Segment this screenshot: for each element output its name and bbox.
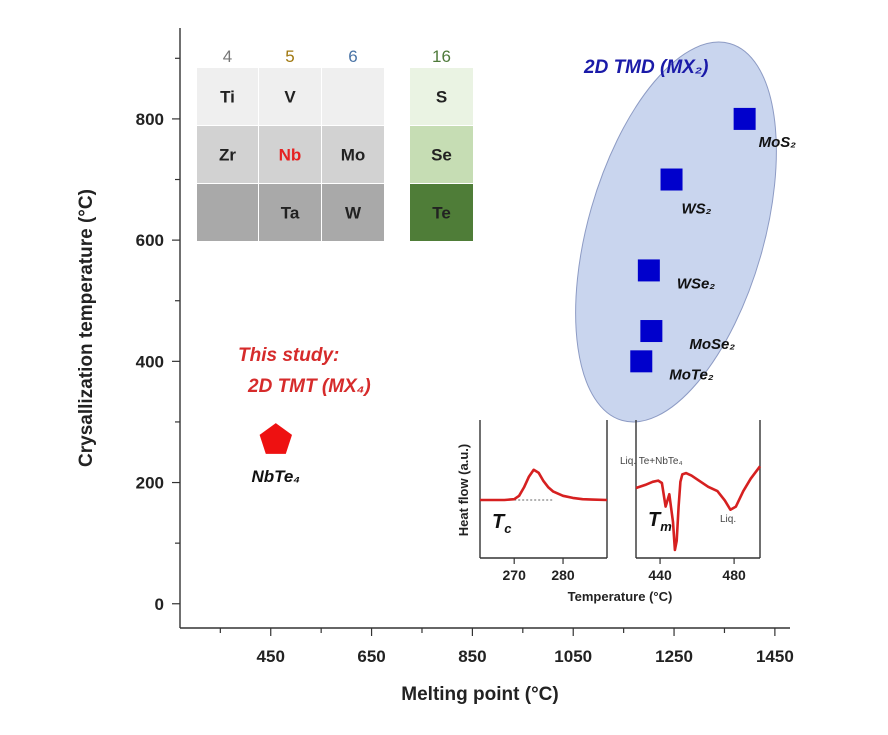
tmd-point-mose: [640, 320, 663, 343]
pt-cell-w: W: [322, 184, 384, 241]
main-axes: [179, 28, 790, 629]
pt-cell-symbol: Te: [432, 204, 451, 223]
pt-group-number: 5: [285, 47, 294, 66]
tmd-point-mote: [630, 350, 653, 373]
x-tick-label: 1050: [554, 647, 592, 666]
y-tick-label: 400: [136, 352, 164, 371]
pt-cell-nb: Nb: [259, 126, 321, 183]
pt-group-number: 4: [223, 47, 232, 66]
pt-cell-se: Se: [410, 126, 473, 183]
inset-tick-label: 480: [722, 567, 746, 583]
y-tick-label: 200: [136, 474, 164, 493]
pt-cell-symbol: Zr: [219, 146, 236, 165]
point-label: WS₂: [682, 201, 712, 218]
pt-cell-ta: Ta: [259, 184, 321, 241]
pt-cell-symbol: W: [345, 204, 362, 223]
pt-cell-box: [197, 68, 258, 125]
pt-cell-te: Te: [410, 184, 473, 241]
inset-peak-subscript: m: [660, 519, 672, 534]
pt-cell-symbol: Ta: [281, 204, 300, 223]
inset-peak-label: Tm: [648, 509, 672, 534]
inset-peak-letter: T: [648, 509, 662, 531]
pt-group-number: 6: [348, 47, 357, 66]
inset-panel-1: 270 280 Tc: [479, 420, 608, 583]
pt-cell-symbol: S: [436, 88, 447, 107]
pt-cell-box: [259, 126, 321, 183]
tmd-point-wse: [637, 259, 660, 282]
periodic-table-inset: Ti V Zr Nb Mo Ta W S Se Te 4 5 6 16: [197, 47, 473, 241]
pt-cell-box: [410, 184, 473, 241]
tmd-region-label: 2D TMD (MX₂): [583, 57, 708, 78]
pt-cell-box: [197, 184, 258, 241]
dsc-curve: [635, 465, 762, 552]
pt-cell-box: [322, 184, 384, 241]
x-tick-label: 1450: [756, 647, 794, 666]
pt-cell-s: S: [410, 68, 473, 125]
pt-cell-symbol: V: [284, 88, 296, 107]
study-point-nbte: [259, 423, 292, 454]
y-tick-label: 600: [136, 231, 164, 250]
tmd-point-mos: [733, 107, 756, 130]
inset-peak-label: Tc: [492, 511, 512, 536]
pt-group-number: 16: [432, 47, 451, 66]
inset-note-right: Liq.: [720, 514, 736, 525]
point-label: NbTe₄: [251, 467, 300, 486]
x-tick-label: 450: [257, 647, 285, 666]
pt-cell-box: [197, 126, 258, 183]
inset-tick-label: 280: [551, 567, 575, 583]
tmt-label: 2D TMT (MX₄): [247, 376, 371, 397]
y-tick-label: 0: [155, 595, 164, 614]
pt-cell-symbol: Nb: [279, 146, 302, 165]
inset-x-axis-title: Temperature (°C): [568, 589, 673, 604]
x-ticks: 450 650 850 1050 1250 1450: [219, 628, 794, 666]
inset-tick-label: 270: [503, 567, 527, 583]
x-axis-title: Melting point (°C): [401, 684, 558, 705]
pt-cell-ti: Ti: [197, 68, 258, 125]
pt-cell-symbol: Ti: [220, 88, 235, 107]
pt-cell-box: [410, 126, 473, 183]
point-label: WSe₂: [677, 275, 716, 292]
point-label: MoTe₂: [669, 366, 714, 383]
data-points: MoS₂ WS₂ WSe₂ MoSe₂ MoTe₂ NbTe₄: [251, 107, 797, 486]
pt-cell-symbol: Mo: [341, 146, 366, 165]
inset-peak-subscript: c: [504, 521, 512, 536]
pt-cell-box: [410, 68, 473, 125]
x-tick-label: 850: [458, 647, 486, 666]
y-tick-label: 800: [136, 110, 164, 129]
pt-cell-mo: Mo: [322, 126, 384, 183]
dsc-inset: Heat flow (a.u.) Temperature (°C) 270 280…: [456, 420, 762, 604]
x-tick-label: 650: [357, 647, 385, 666]
this-study-label: This study:: [238, 345, 339, 366]
pt-cell-blank: [322, 68, 384, 125]
pt-cell-zr: Zr: [197, 126, 258, 183]
pt-cell-box: [322, 126, 384, 183]
pt-cell-box: [322, 68, 384, 125]
y-axis-title: Crysallization temperature (°C): [76, 189, 97, 467]
pt-cell-symbol: Se: [431, 146, 452, 165]
y-ticks: 0 200 400 600 800: [136, 57, 180, 614]
inset-panel-2: 440 480 Tm Liq. Te+NbTe₄ Liq.: [620, 420, 762, 583]
point-label: MoSe₂: [689, 336, 735, 353]
inset-peak-letter: T: [492, 511, 506, 533]
dsc-curve: [480, 468, 608, 502]
pt-cell-box: [259, 184, 321, 241]
inset-note-top: Liq. Te+NbTe₄: [620, 456, 683, 467]
pt-cell-blank: [197, 184, 258, 241]
pt-cell-box: [259, 68, 321, 125]
inset-tick-label: 440: [648, 567, 672, 583]
inset-y-axis-title: Heat flow (a.u.): [456, 444, 471, 536]
x-tick-label: 1250: [655, 647, 693, 666]
point-label: MoS₂: [759, 134, 797, 151]
pt-cell-v: V: [259, 68, 321, 125]
tmd-region-ellipse: [575, 41, 777, 423]
tmd-point-ws: [660, 168, 683, 191]
